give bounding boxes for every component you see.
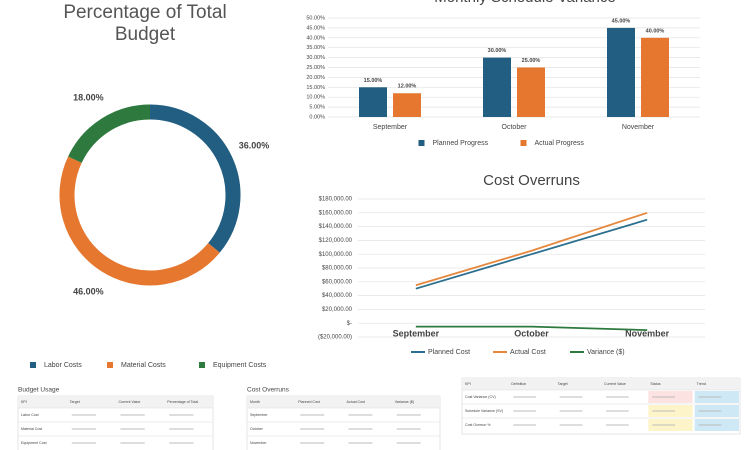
data-label: 45.00% [612,18,631,24]
y-tick-label: $60,000.00 [322,279,353,285]
data-label: 30.00% [488,48,507,54]
table-title: Cost Overruns [247,387,290,394]
table: Cost Overruns Month Planned Cost Actual Cos… [246,387,441,450]
column-header: Percentage of Total [167,400,198,404]
legend-swatch [199,362,205,368]
chart-title: Cost Overruns [483,172,580,189]
y-tick-label: 25.00% [306,65,325,71]
x-tick-label: October [514,329,549,339]
column-header: KPI [465,382,471,386]
bar [359,87,387,117]
column-header: Trend [697,382,706,386]
row-label: Schedule Variance (SV) [465,409,503,413]
bar [517,67,545,117]
legend-swatch [107,362,113,368]
donut-segment [149,104,241,253]
legend-label: Actual Progress [535,140,585,147]
column-header: Actual Cost [347,400,365,404]
y-tick-label: $- [347,321,352,327]
data-label: 12.00% [398,84,417,90]
data-label: 40.00% [646,28,665,34]
data-label: 36.00% [239,140,270,150]
table-header [462,378,740,390]
bar [393,93,421,117]
table: Budget Usage KPI Target Current Value Percen… [17,387,214,450]
y-tick-label: 0.00% [309,114,325,120]
data-label: 18.00% [73,92,104,102]
legend-label: Actual Cost [510,349,546,356]
y-tick-label: 15.00% [306,85,325,91]
bar [483,57,511,117]
column-header: KPI [21,400,27,404]
x-tick-label: September [373,124,408,131]
line-series [415,218,648,290]
legend-swatch [30,362,36,368]
column-header: Current Value [604,382,626,386]
legend-label: Labor Costs [44,362,82,369]
y-tick-label: ($20,000.00) [318,335,352,341]
row-label: Cost Overrun % [465,423,491,427]
table-title: Budget Usage [18,387,60,394]
column-header: Planned Cost [298,400,320,404]
y-tick-label: $140,000.00 [319,224,353,230]
y-tick-label: $40,000.00 [322,293,353,299]
column-header: Variance ($) [395,400,414,404]
legend-label: Planned Cost [428,349,470,356]
row-label: November [250,441,267,445]
y-tick-label: $120,000.00 [319,238,353,244]
chart-title: Monthly Schedule Variance [434,0,616,6]
row-label: Labor Cost [21,413,39,417]
y-tick-label: $160,000.00 [319,210,353,216]
row-label: October [250,427,264,431]
bar [641,37,669,117]
x-tick-label: November [625,329,670,339]
y-tick-label: 50.00% [306,15,325,21]
y-tick-label: $180,000.00 [319,197,353,203]
row-label: Material Cost [21,427,42,431]
chart-title: Percentage of Total Budget [63,2,227,45]
row-label: Cost Variance (CV) [465,395,496,399]
y-tick-label: 10.00% [306,95,325,101]
y-tick-label: 35.00% [306,45,325,51]
y-tick-label: 45.00% [306,25,325,31]
row-label: Equipment Cost [21,441,47,445]
legend-label: Material Costs [121,362,166,369]
legend-label: Equipment Costs [213,362,267,369]
table-header [247,396,440,408]
column-header: Target [70,400,80,404]
legend-label: Planned Progress [433,140,489,147]
y-tick-label: $80,000.00 [322,266,353,272]
y-tick-label: $20,000.00 [322,307,353,313]
x-tick-label: October [502,124,528,131]
x-tick-label: September [393,329,440,339]
data-label: 15.00% [364,78,383,84]
x-tick-label: November [622,124,655,131]
table-header [18,396,213,408]
column-header: Month [250,400,260,404]
table: KPI Definition Target Current Value Status Tr… [461,377,741,435]
data-label: 25.00% [522,58,541,64]
legend-label: Variance ($) [587,349,625,356]
donut-segment [68,104,151,164]
y-tick-label: 5.00% [309,105,325,111]
donut-segment [59,156,220,286]
column-header: Target [558,382,568,386]
y-tick-label: 20.00% [306,75,325,81]
legend-swatch [418,140,425,146]
column-header: Status [650,382,660,386]
y-tick-label: 40.00% [306,35,325,41]
line-series [415,325,648,331]
y-tick-label: 30.00% [306,55,325,61]
column-header: Definition [511,382,526,386]
column-header: Current Value [119,400,141,404]
line-series [415,211,648,287]
legend-swatch [520,140,527,146]
row-label: September [250,413,268,417]
bar [607,27,635,117]
data-label: 46.00% [73,286,104,296]
y-tick-label: $100,000.00 [319,252,353,258]
